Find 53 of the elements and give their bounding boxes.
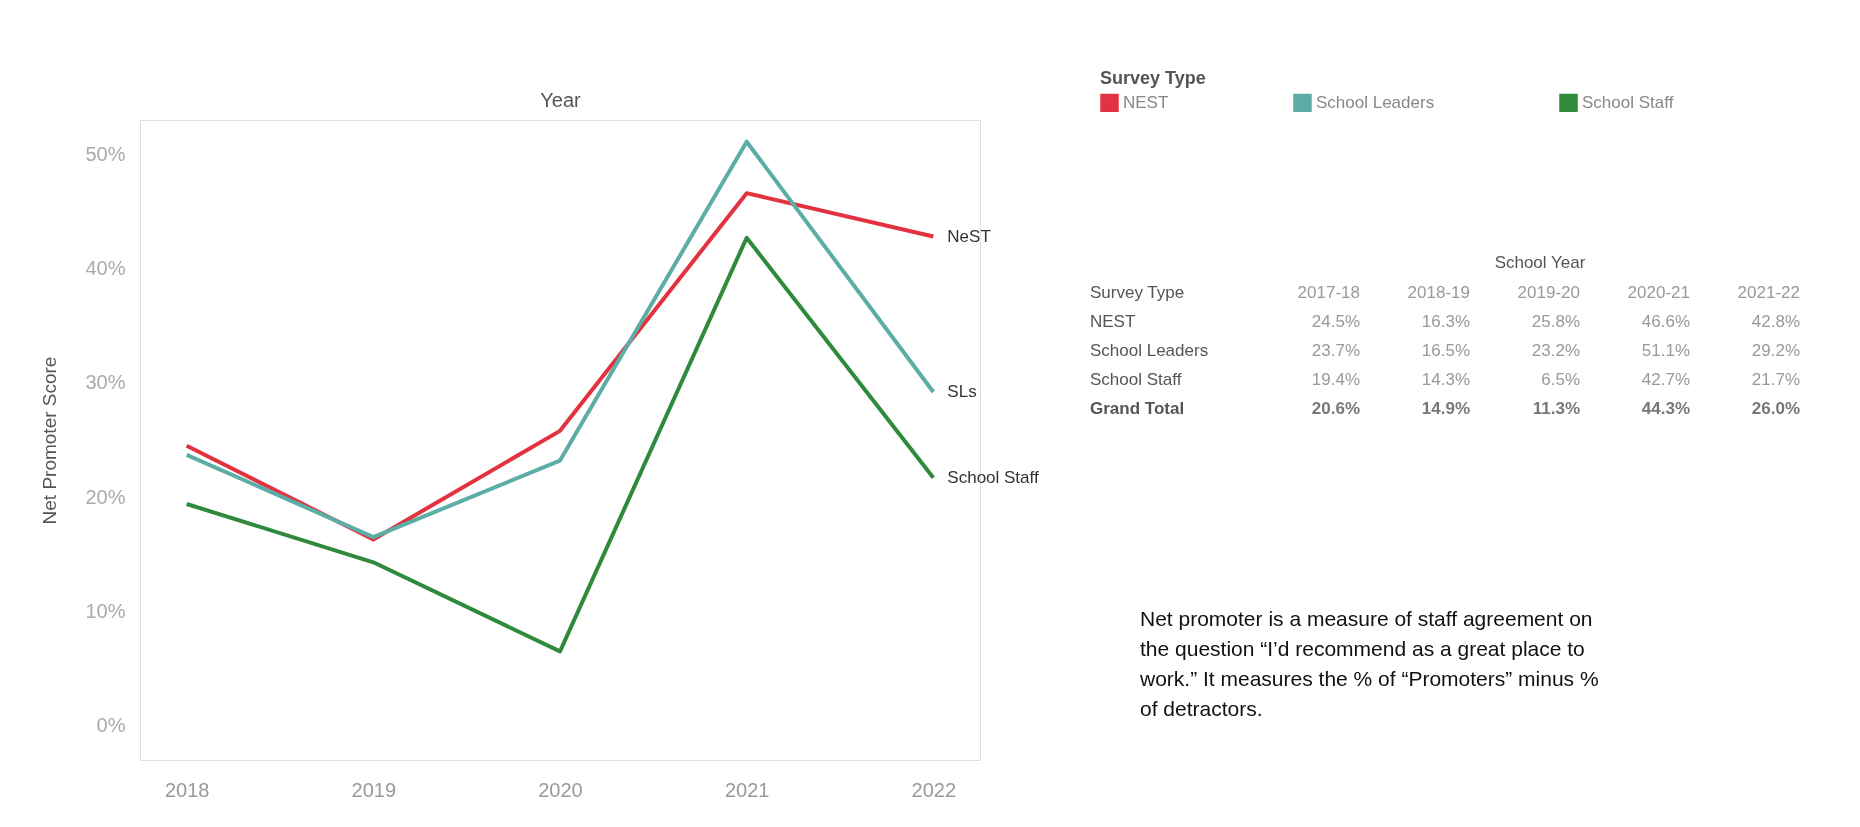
text: School Year bbox=[1494, 253, 1586, 272]
text: 42.7% bbox=[1641, 370, 1690, 389]
text: 25.8% bbox=[1531, 312, 1580, 331]
annotation: SLs bbox=[947, 382, 977, 401]
line-series bbox=[184, 235, 936, 654]
text: 42.8% bbox=[1751, 312, 1800, 331]
text: 24.5% bbox=[1311, 312, 1360, 331]
legend-label: NEST bbox=[1123, 92, 1169, 112]
legend-label: School Staff bbox=[1582, 92, 1674, 112]
y-tick-label: 40% bbox=[85, 257, 126, 280]
text: 14.9% bbox=[1421, 399, 1470, 418]
text: School Staff bbox=[1090, 370, 1182, 389]
x-tick-label: 2021 bbox=[724, 778, 770, 801]
text: 16.5% bbox=[1421, 341, 1470, 360]
annotation: NeST bbox=[947, 226, 991, 246]
text: School Leaders bbox=[1090, 341, 1209, 360]
text: 11.3% bbox=[1532, 399, 1580, 418]
text: 16.3% bbox=[1421, 312, 1470, 331]
y-tick-label: 20% bbox=[85, 485, 126, 508]
text: 44.3% bbox=[1641, 399, 1690, 418]
text: Grand Total bbox=[1090, 399, 1185, 418]
text: Net promoter is a measure of staff agreement on the question “I’d recommend as a great place to work.” It measures the % of “Promoters” minus % of detractors. bbox=[1139, 607, 1599, 720]
text: 2019-20 bbox=[1517, 283, 1580, 302]
text: 19.4% bbox=[1311, 370, 1360, 389]
y-tick-label: 50% bbox=[85, 142, 126, 165]
y-tick-label: 30% bbox=[85, 371, 126, 394]
x-tick-label: 2022 bbox=[911, 778, 957, 801]
text: 2017-18 bbox=[1297, 283, 1360, 302]
text: NEST bbox=[1090, 312, 1136, 331]
annotation: School Staff bbox=[947, 467, 1039, 487]
x-tick-label: 2020 bbox=[538, 778, 583, 801]
text: 2020-21 bbox=[1627, 283, 1690, 302]
y-tick-label: 0% bbox=[96, 714, 126, 737]
x-tick-label: 2018 bbox=[164, 778, 210, 801]
legend-label: School Leaders bbox=[1316, 92, 1435, 112]
text: 20.6% bbox=[1311, 399, 1360, 418]
text: 23.2% bbox=[1531, 341, 1580, 360]
text: Survey Type bbox=[1090, 283, 1185, 302]
text: 2018-19 bbox=[1407, 283, 1470, 302]
text: 26.0% bbox=[1751, 399, 1800, 418]
text: 6.5% bbox=[1541, 370, 1580, 389]
text: 51.1% bbox=[1641, 341, 1690, 360]
x-tick-label: 2019 bbox=[351, 778, 397, 801]
y-axis-title: Net Promoter Score bbox=[39, 356, 61, 525]
text: 2021-22 bbox=[1737, 283, 1800, 302]
text: 14.3% bbox=[1421, 370, 1470, 389]
text: 23.7% bbox=[1311, 341, 1360, 360]
text: 46.6% bbox=[1641, 312, 1690, 331]
x-axis-title: Year bbox=[540, 88, 582, 111]
text: 29.2% bbox=[1751, 341, 1800, 360]
text: 21.7% bbox=[1751, 370, 1800, 389]
legend-title: Survey Type bbox=[1100, 68, 1206, 88]
y-tick-label: 10% bbox=[85, 599, 126, 622]
